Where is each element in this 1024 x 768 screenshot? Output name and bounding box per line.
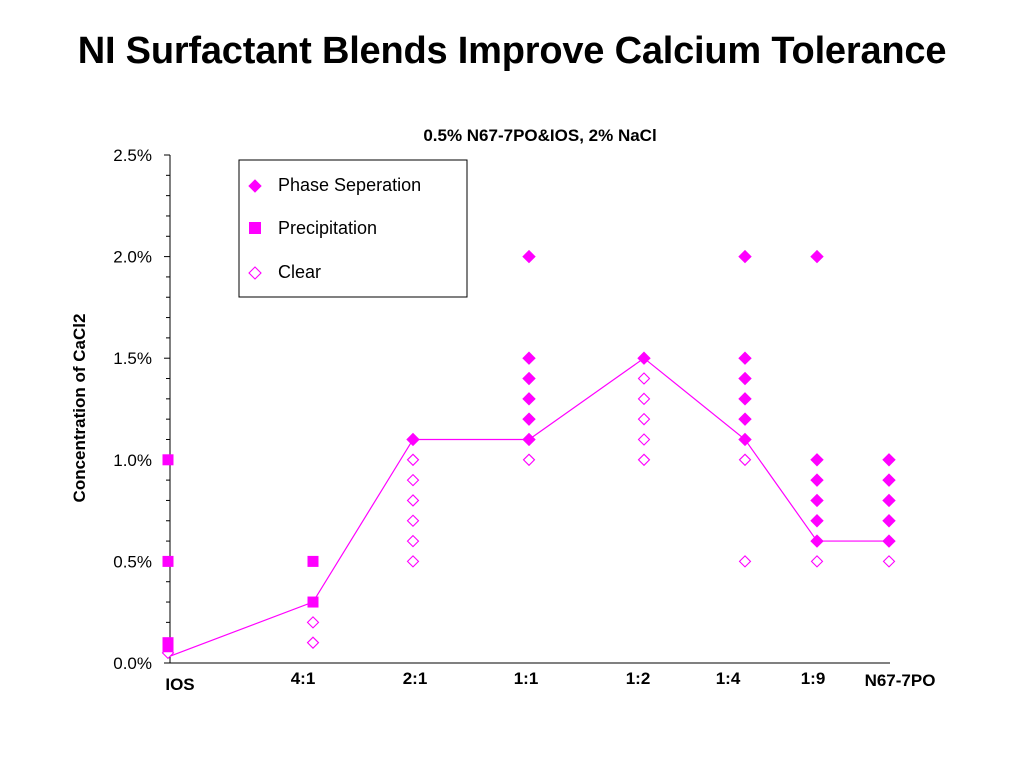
- phase-separation-point: [882, 473, 896, 487]
- x-tick-label: 1:4: [716, 669, 741, 688]
- x-tick-label: IOS: [165, 675, 194, 694]
- x-tick-label: 1:1: [514, 669, 539, 688]
- clear-point: [306, 616, 320, 629]
- phase-separation-point: [810, 514, 824, 528]
- clear-point: [406, 514, 420, 528]
- phase-separation-point: [810, 453, 824, 467]
- clear-point: [637, 453, 651, 467]
- legend-box: [238, 159, 468, 298]
- clear-point: [738, 555, 752, 568]
- clear-point: [637, 392, 651, 406]
- phase-separation-point: [522, 432, 536, 447]
- precipitation-point: [307, 555, 319, 567]
- chart-title: 0.5% N67-7PO&IOS, 2% NaCl: [423, 126, 656, 145]
- legend-entry: Precipitation: [278, 218, 377, 238]
- slide-title: NI Surfactant Blends Improve Calcium Tol…: [77, 30, 947, 72]
- precipitation-point: [307, 596, 319, 608]
- phase-separation-point: [882, 534, 896, 548]
- phase-separation-point: [522, 392, 536, 406]
- phase-separation-point: [738, 351, 752, 365]
- clear-point: [522, 453, 536, 467]
- precipitation-point: [162, 555, 174, 567]
- legend-precipitation-icon: [249, 222, 261, 234]
- clear-point: [637, 412, 651, 426]
- precipitation-point: [162, 637, 174, 649]
- x-tick-label: 4:1: [291, 669, 316, 688]
- legend-entry: Phase Seperation: [278, 175, 421, 195]
- y-tick-label: 0.5%: [113, 552, 152, 571]
- clear-point: [406, 555, 420, 568]
- x-tick-label: 1:9: [801, 669, 826, 688]
- y-axis-label: Concentration of CaCl2: [70, 314, 89, 503]
- legend-clear-icon: [248, 266, 262, 280]
- precipitation-point: [162, 454, 174, 466]
- y-tick-label: 0.0%: [113, 654, 152, 673]
- phase-separation-point: [522, 412, 536, 426]
- clear-point: [637, 372, 651, 385]
- phase-separation-point: [738, 392, 752, 406]
- clear-point: [738, 453, 752, 467]
- y-tick-label: 1.5%: [113, 349, 152, 368]
- phase-separation-point: [522, 351, 536, 365]
- phase-separation-point: [522, 371, 536, 386]
- phase-separation-point: [738, 249, 752, 264]
- phase-separation-point: [882, 514, 896, 528]
- x-tick-label: N67-7PO: [865, 671, 936, 690]
- phase-separation-point: [810, 534, 824, 548]
- phase-separation-point: [637, 351, 651, 365]
- clear-point: [406, 473, 420, 487]
- phase-separation-point: [810, 493, 824, 508]
- phase-separation-point: [522, 249, 536, 264]
- x-tick-label: 1:2: [626, 669, 651, 688]
- clear-point: [637, 433, 651, 446]
- legend-phase-separation-icon: [248, 179, 262, 193]
- phase-separation-point: [406, 432, 420, 447]
- legend-entry: Clear: [278, 262, 321, 282]
- clear-point: [406, 494, 420, 507]
- phase-separation-point: [810, 473, 824, 487]
- x-tick-label: 2:1: [403, 669, 428, 688]
- clear-point: [406, 453, 420, 467]
- clear-point: [810, 555, 824, 568]
- phase-separation-point: [882, 453, 896, 467]
- y-tick-label: 2.5%: [113, 146, 152, 165]
- y-tick-label: 1.0%: [113, 451, 152, 470]
- y-tick-label: 2.0%: [113, 248, 152, 267]
- trend-line: [167, 357, 889, 658]
- clear-point: [882, 555, 896, 568]
- clear-point: [406, 534, 420, 548]
- phase-separation-point: [738, 412, 752, 426]
- clear-point: [306, 636, 320, 649]
- phase-separation-point: [738, 432, 752, 447]
- phase-separation-point: [882, 493, 896, 508]
- phase-separation-point: [738, 371, 752, 386]
- phase-separation-point: [810, 249, 824, 264]
